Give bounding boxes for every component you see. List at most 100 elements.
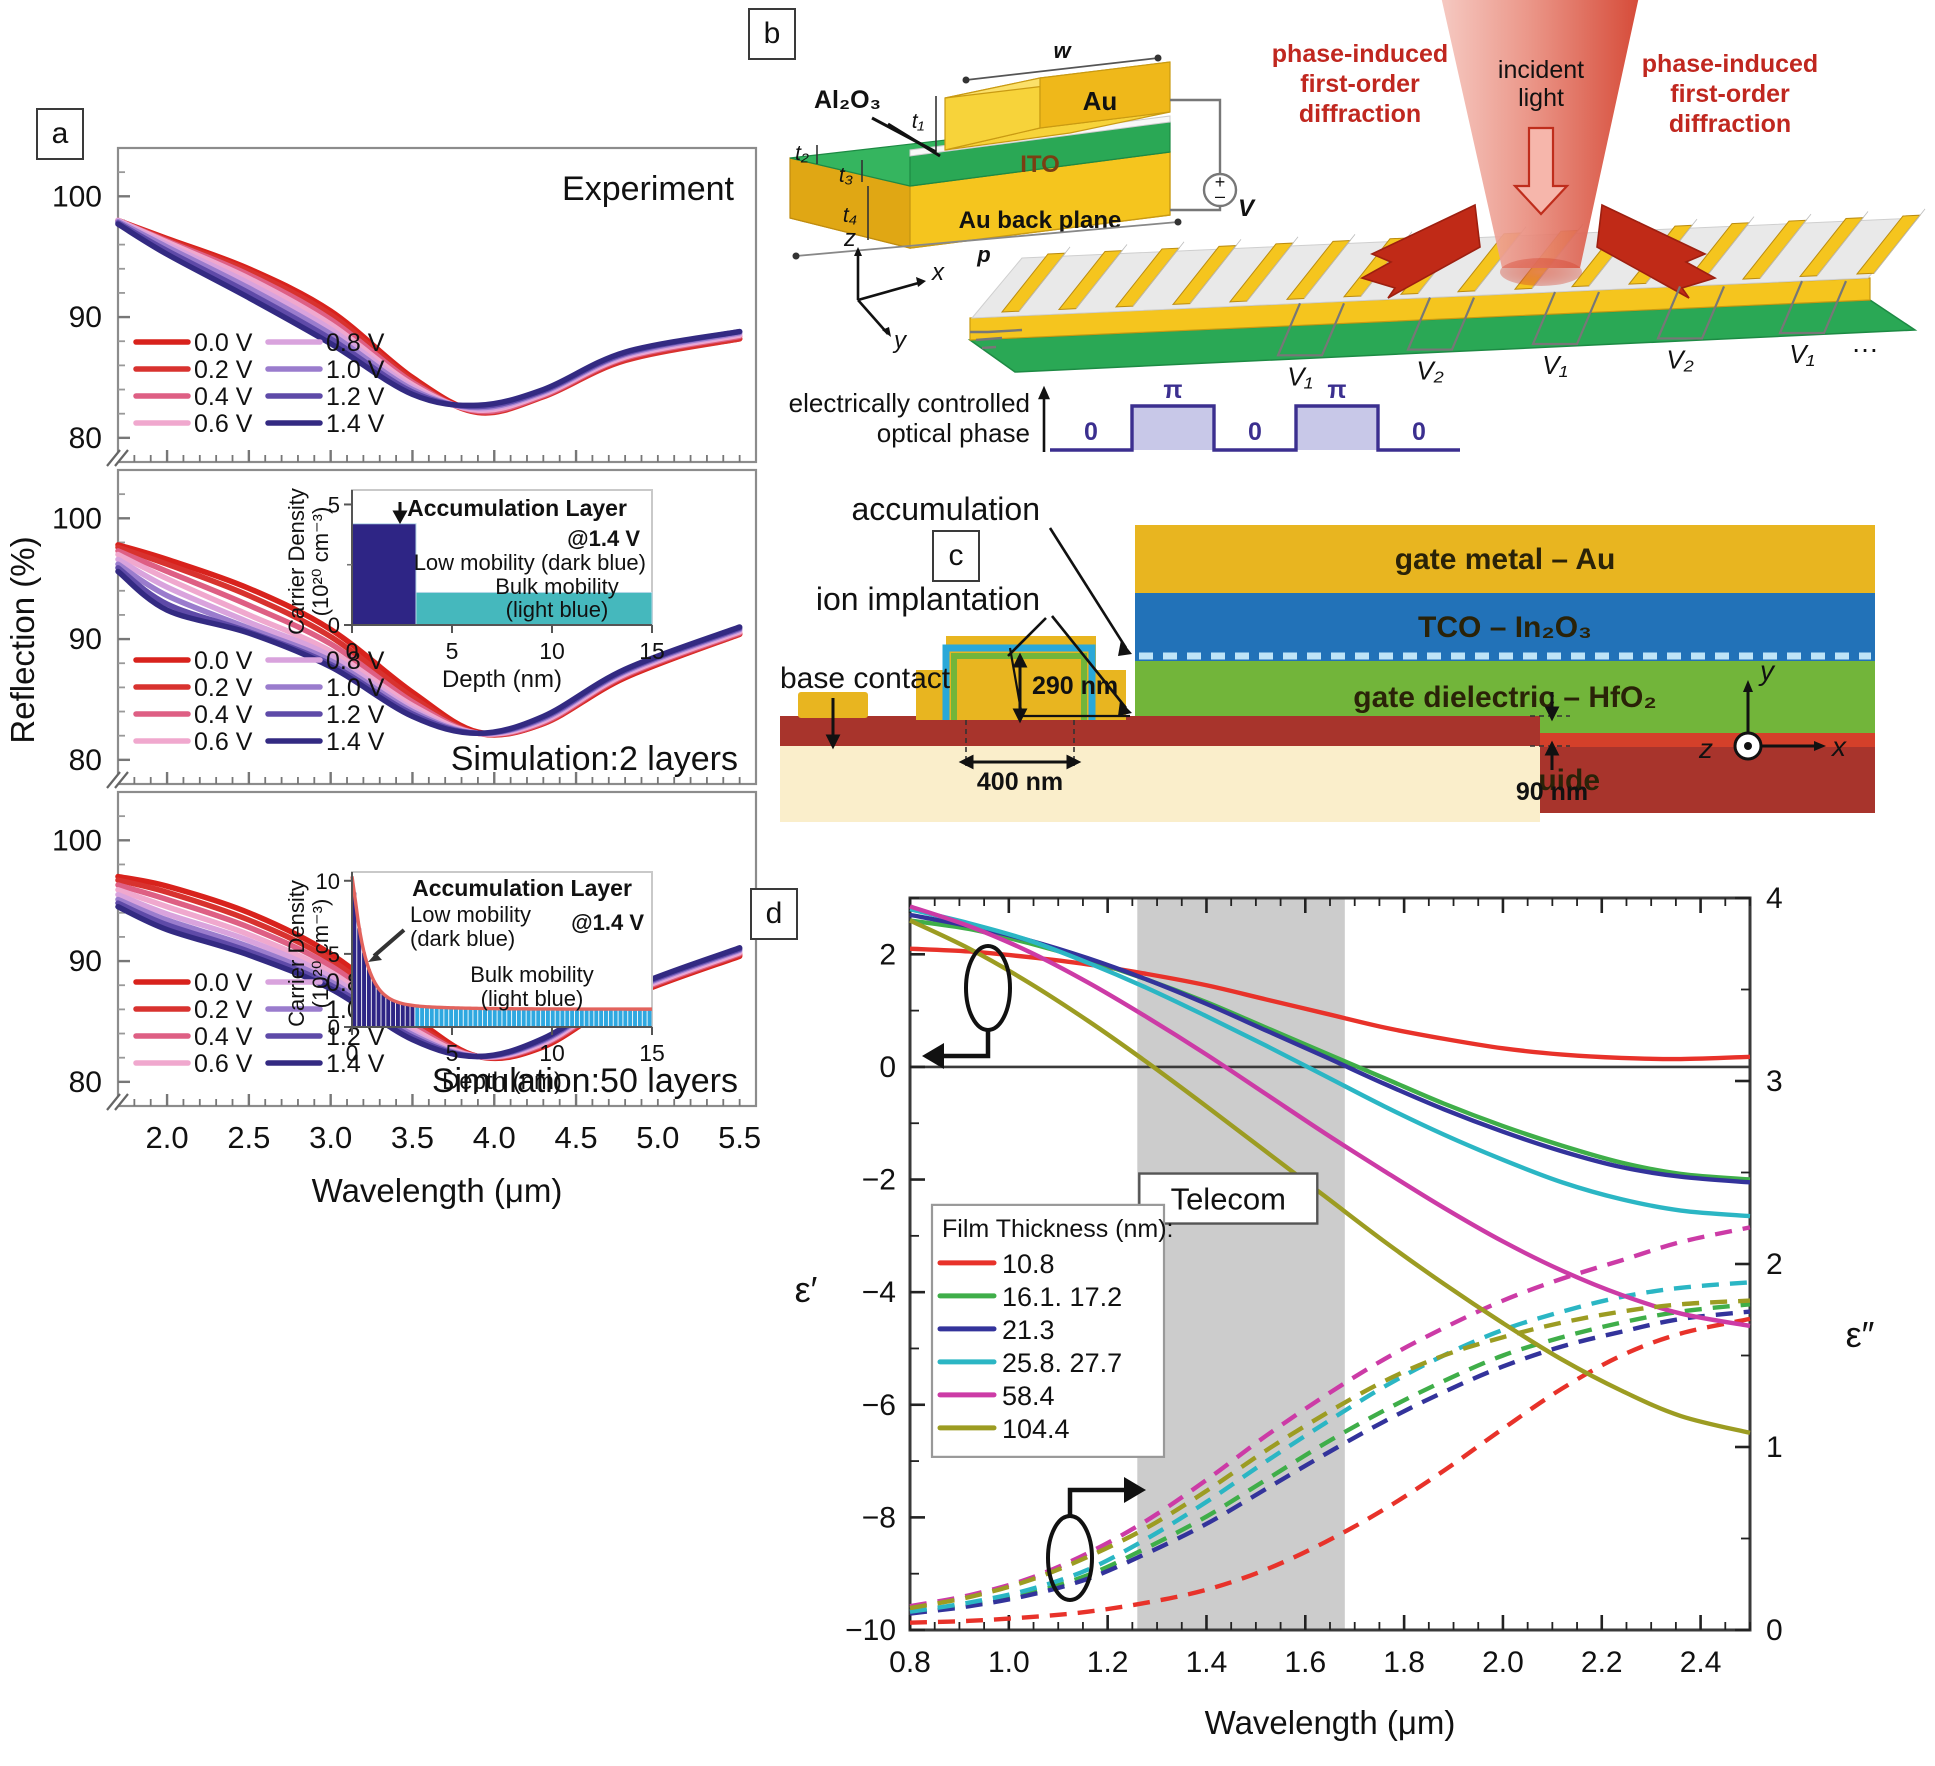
plot-frame [116,146,758,464]
subplot-title: Simulation:2 layers [451,740,738,778]
data-curve [115,221,743,409]
legend-label: 0.0 V [194,647,253,675]
inset-bar [487,1008,492,1027]
phase-level-zero: 0 [1248,418,1262,446]
diffraction-arrow-left-icon [1359,203,1481,299]
inset-bar [594,1009,599,1027]
voltage-source-icon [1202,172,1238,208]
inset-bar [420,1006,425,1027]
electrode-lead [1406,297,1476,351]
axis-z-dot [1744,742,1752,750]
x-tick-label: 1.8 [1383,1646,1425,1679]
phase-level-pi: π [1163,376,1182,404]
y-tick-label: 90 [69,945,102,978]
x-tick-label: 1.2 [1087,1646,1129,1679]
inset-bulk-mobility-label: Bulk mobility [470,962,593,987]
inset-x-tick-label: 15 [639,1040,665,1066]
ito-label: ITO [1020,151,1060,178]
inset-bar [376,988,381,1027]
substrate [780,732,1540,822]
y-tick-label-left: −8 [862,1501,896,1534]
voltage-minus-icon: – [1215,186,1225,206]
x-axis-label: Wavelength (μm) [1205,1704,1456,1741]
ion-implantation-leader [1007,617,1047,657]
phase-axis-arrow [1037,385,1051,452]
y-tick-label-left: −2 [862,1164,896,1197]
legend-label: 0.2 V [194,996,253,1024]
x-tick-label: 0.8 [889,1646,931,1679]
inset-x-tick-label: 0 [346,638,359,664]
diffraction-label-right: phase-induced [1642,50,1818,78]
inset-envelope-curve [350,876,652,1011]
electrode-label: V₁ [1789,339,1815,369]
dimension-400-label: 400 nm [977,768,1063,796]
x-tick-label: 3.5 [391,1120,434,1155]
inset-bar [410,1005,415,1027]
y-tick-label-left: −6 [862,1389,896,1422]
x-tick-label: 4.0 [473,1120,516,1155]
ground-icon [970,328,1023,350]
x-tick-label: 3.0 [309,1120,352,1155]
accumulation-leader-2 [1050,615,1128,709]
y-axis-label-left: ε′ [795,1269,818,1310]
ion-implantation-leader-2 [1008,647,1130,718]
base-contact-label: base contact [780,662,951,695]
inset-bar [565,1009,570,1027]
eps-real-curve [909,904,1751,1329]
phase-level-pi: π [1327,376,1346,404]
data-curve [115,568,743,737]
inset-x-tick-label: 10 [539,638,565,664]
accumulation-leader-1-arrow [1118,640,1132,656]
inset-bar [492,1008,497,1027]
phase-waveform [1050,404,1460,452]
inset-x-tick-label: 0 [346,1040,359,1066]
circuit-wire-top [1170,98,1222,178]
dimension-290-label: 290 nm [1032,672,1118,700]
inset-bar [357,928,362,1027]
inset-bar [439,1007,444,1027]
inset-bar [555,1008,560,1027]
grating-bar-side [1246,236,1299,302]
diffraction-label-left: phase-induced [1272,40,1448,68]
panel-c: c gate metal – Au TCO – In₂O₃ gate dielect… [740,470,1935,870]
inset-bar [473,1008,478,1027]
dimension-w-line [965,57,1159,81]
y-tick-label-left: 2 [879,938,896,971]
telecom-label: Telecom [1171,1182,1286,1217]
electrode-ellipsis: … [1851,327,1879,358]
y-tick-label-left: −10 [845,1614,896,1647]
inset-bar [454,1007,458,1027]
inset-y-tick-label: 0 [328,1015,340,1040]
dimension-p-label: p [976,242,990,267]
inset-x-axis-label: Depth (nm) [442,666,562,693]
panel-c-figure: gate metal – Au TCO – In₂O₃ gate dielectri… [780,491,1875,822]
inset-bar [550,1008,555,1027]
inset-y-tick-label: 5 [328,942,340,967]
accumulation-leader-1 [1048,527,1128,649]
y-tick-label: 90 [69,301,102,334]
inset-bar [415,591,653,626]
panel-b-figure: incidentlightphase-inducedfirst-orderdif… [789,0,1926,452]
grating-bar-side [1873,208,1926,274]
inset-y-axis-label: Carrier Density [284,880,309,1027]
al2o3-label: Al₂O₃ [814,86,881,114]
axis-pointer-line-right [1067,1487,1132,1516]
inset-bar [608,1009,613,1027]
axis-break-marker [106,1091,129,1115]
phase-level-zero: 0 [1412,418,1426,446]
inset-bar [541,1008,546,1027]
x-tick-label: 5.5 [718,1120,761,1155]
voltage-plus-icon: + [1215,172,1226,192]
axis-y-arrow [1743,680,1753,692]
dimension-dot [962,76,970,84]
layer-gate-dielectric-label: gate dielectric – HfO₂ [1353,681,1656,714]
legend-label: 1.2 V [326,383,385,411]
inset-voltage-annotation: @1.4 V [567,526,640,551]
electrode-label: V₂ [1416,356,1443,386]
inset-bar [400,1003,405,1027]
legend-label: 0.4 V [194,1023,253,1051]
axis-y-arrow [882,327,891,337]
inset-bar [637,1009,642,1027]
axis-x-arrow [916,277,926,287]
